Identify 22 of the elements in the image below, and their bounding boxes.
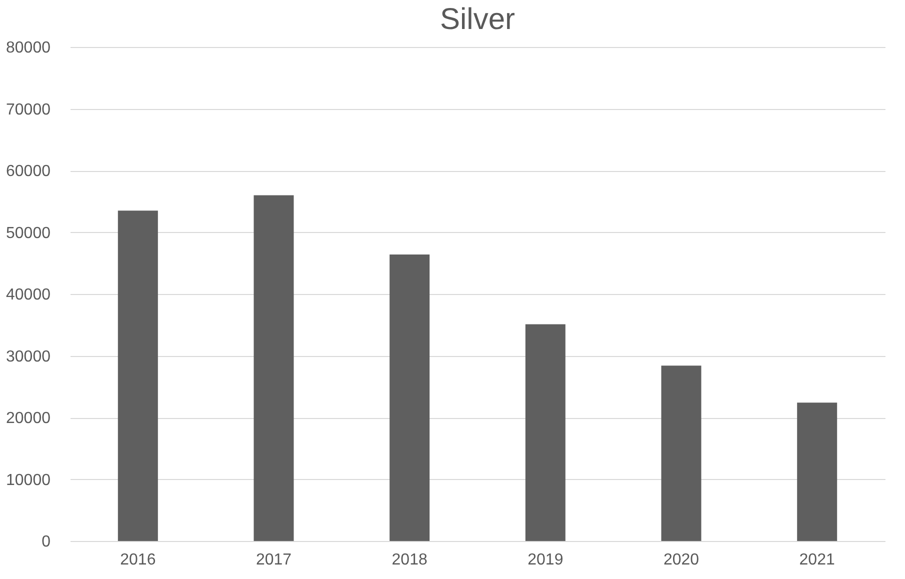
chart-title: Silver bbox=[440, 3, 516, 36]
y-tick-label: 60000 bbox=[6, 163, 51, 180]
y-tick-label: 40000 bbox=[6, 286, 51, 304]
x-tick-label: 2019 bbox=[528, 552, 564, 568]
bar bbox=[661, 366, 702, 541]
x-tick-label: 2016 bbox=[120, 552, 156, 568]
bar bbox=[390, 254, 430, 541]
y-tick-label: 70000 bbox=[6, 101, 51, 118]
bar bbox=[118, 210, 158, 541]
bar bbox=[525, 324, 566, 541]
bar bbox=[797, 402, 838, 541]
x-tick-label: 2017 bbox=[256, 552, 292, 568]
y-tick-label: 10000 bbox=[6, 472, 51, 489]
y-tick-label: 80000 bbox=[6, 40, 51, 56]
y-tick-label: 0 bbox=[42, 534, 51, 550]
y-tick-label: 20000 bbox=[6, 410, 51, 427]
x-tick-label: 2020 bbox=[663, 552, 700, 568]
x-tick-label: 2018 bbox=[392, 552, 428, 568]
bar bbox=[254, 195, 294, 541]
y-tick-label: 50000 bbox=[6, 224, 51, 242]
y-tick-label: 30000 bbox=[6, 348, 51, 366]
x-tick-label: 2021 bbox=[799, 552, 835, 568]
